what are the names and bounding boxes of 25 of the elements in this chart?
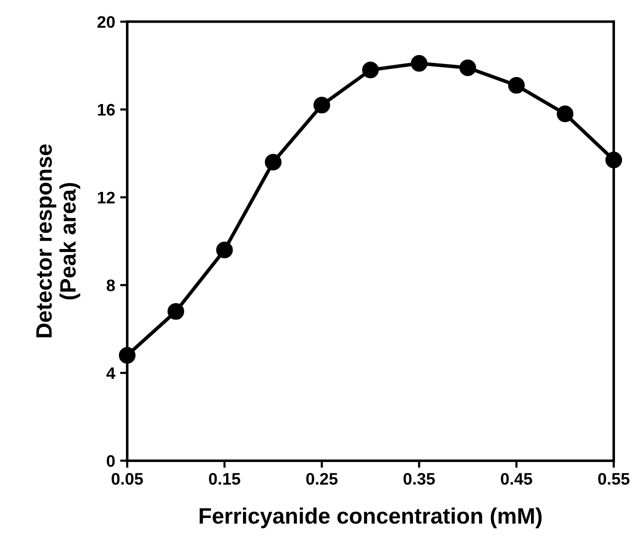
x-tick-label: 0.15 (208, 472, 240, 485)
point (264, 154, 282, 170)
x-tick-label: 0.45 (500, 472, 532, 485)
y-tick-label: 4 (106, 367, 116, 379)
point (556, 106, 574, 122)
point (168, 303, 184, 320)
x-tick-label: 0.05 (112, 472, 143, 485)
x-tick-label: 0.55 (598, 472, 630, 485)
point (216, 242, 233, 258)
point (362, 62, 379, 78)
point (118, 347, 136, 364)
y-axis-title: Detector response (Peak area) (36, 144, 80, 338)
y-tick-label: 12 (98, 192, 115, 204)
point (313, 96, 330, 114)
point (410, 55, 428, 72)
y-tick-label: 20 (97, 16, 115, 28)
point (459, 59, 476, 76)
y-tick-label: 0 (106, 455, 115, 467)
point (508, 77, 525, 94)
y-tick-label: 8 (106, 279, 115, 292)
y-tick-label: 16 (98, 104, 115, 116)
x-tick-label: 0.35 (404, 472, 435, 485)
x-tick-label: 0.25 (306, 472, 338, 485)
x-axis-title: Ferricyanide concentration (mM) (200, 507, 542, 528)
point (605, 152, 622, 168)
